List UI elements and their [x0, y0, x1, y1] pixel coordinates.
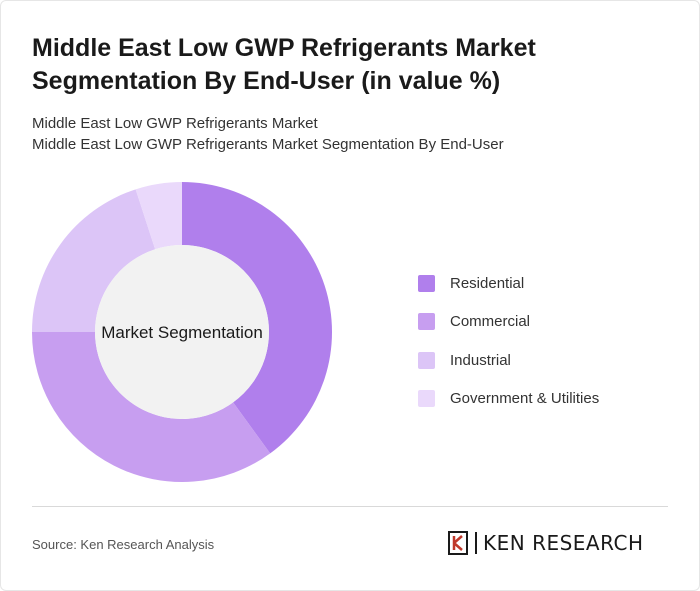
- legend-item[interactable]: Residential: [418, 264, 599, 303]
- donut-chart: Market Segmentation: [32, 182, 332, 482]
- donut-slice-commercial[interactable]: [32, 332, 271, 482]
- legend-swatch: [418, 390, 435, 408]
- ken-research-logo-mark-icon: [448, 531, 468, 555]
- legend-swatch: [418, 313, 435, 331]
- legend-swatch: [418, 351, 435, 369]
- footer-divider: [32, 506, 668, 507]
- legend-label: Commercial: [450, 313, 531, 331]
- donut-center-label: Market Segmentation: [101, 323, 263, 342]
- legend-label: Government & Utilities: [450, 390, 600, 408]
- donut-slice-industrial[interactable]: [32, 189, 156, 332]
- legend-label: Industrial: [450, 351, 511, 369]
- ken-research-logo: KEN RESEARCH: [447, 530, 644, 556]
- chart-title: Middle East Low GWP Refrigerants Market …: [32, 34, 536, 95]
- legend-swatch: [418, 274, 435, 292]
- legend-item[interactable]: Government & Utilities: [418, 380, 599, 419]
- subtitle-line-1: Middle East Low GWP Refrigerants Market: [32, 115, 318, 132]
- subtitle-line-2: Middle East Low GWP Refrigerants Market …: [32, 136, 504, 153]
- donut-slice-residential[interactable]: [182, 182, 332, 454]
- donut-hole: [95, 245, 269, 419]
- legend-item[interactable]: Commercial: [418, 303, 599, 342]
- source-note: Source: Ken Research Analysis: [32, 537, 215, 552]
- donut-slices: [32, 182, 332, 482]
- brand-name: KEN RESEARCH: [483, 531, 644, 555]
- chart-subtitle: Middle East Low GWP Refrigerants Market …: [32, 113, 504, 155]
- donut-slice-government-utilities[interactable]: [135, 182, 182, 250]
- legend-label: Residential: [450, 274, 525, 292]
- chart-legend: Residential Commercial Industrial Governmen…: [418, 264, 599, 418]
- legend-item[interactable]: Industrial: [418, 341, 599, 380]
- logo-separator: [475, 532, 477, 554]
